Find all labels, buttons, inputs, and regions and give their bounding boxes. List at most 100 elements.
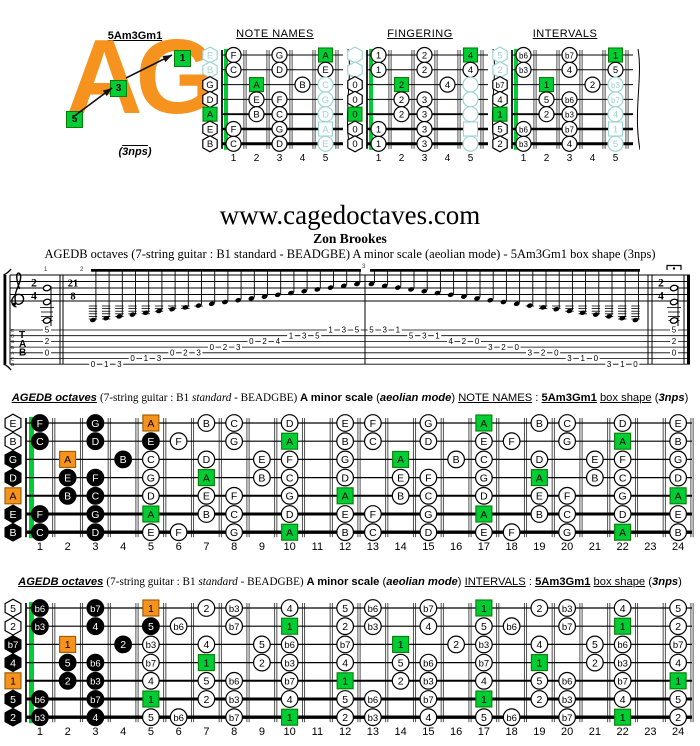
- note-label: 2: [342, 712, 348, 724]
- note-head: [182, 305, 189, 310]
- note-label: 4: [287, 603, 293, 615]
- note-marker: [669, 653, 688, 672]
- note-label: A: [619, 436, 626, 448]
- note-label: 4: [425, 712, 431, 724]
- note-label: C: [147, 454, 155, 466]
- note-marker: [169, 708, 188, 727]
- note-marker: [86, 690, 105, 708]
- fret-number: 11: [312, 726, 323, 738]
- tab-number-bg: [367, 326, 376, 334]
- header-segment: (: [379, 576, 387, 588]
- note-label: 1: [342, 676, 348, 688]
- note-label: B: [120, 454, 127, 466]
- note-label: D: [92, 527, 100, 539]
- fret-number: 15: [422, 541, 434, 553]
- tab-number: 2: [183, 349, 188, 358]
- note-marker: [419, 599, 438, 617]
- note-label: 4: [675, 657, 681, 669]
- note-marker: [475, 599, 493, 617]
- tab-number: 1: [396, 326, 401, 335]
- note-label: b3: [35, 713, 46, 724]
- tab-number-bg: [631, 360, 640, 368]
- note-marker: [336, 487, 354, 505]
- note-label: B: [591, 472, 598, 484]
- tab-number-bg: [181, 349, 190, 357]
- note-head: [327, 285, 334, 290]
- note-marker: [370, 61, 387, 78]
- tab-number: 2: [501, 343, 506, 352]
- note-label: 5: [497, 50, 502, 61]
- note-label: 1: [620, 712, 626, 724]
- fret-number: 2: [65, 541, 71, 553]
- note-label: 2: [592, 657, 598, 669]
- note-label: 4: [468, 50, 473, 61]
- note-label: 4: [10, 657, 16, 669]
- tab-number: 5: [672, 326, 677, 335]
- note-label: b6: [284, 640, 295, 651]
- tab-number: 3: [567, 354, 572, 363]
- note-label: 5: [148, 621, 154, 633]
- note-label: F: [619, 454, 625, 466]
- note-marker: [347, 135, 363, 153]
- note-label: D: [341, 472, 349, 484]
- tab-number: 2: [223, 343, 228, 352]
- note-label: 5: [675, 603, 681, 615]
- fret-number: 22: [617, 726, 629, 738]
- note-marker: [669, 450, 688, 469]
- note-label: 2: [497, 65, 502, 76]
- note-label: 1: [481, 603, 487, 615]
- logo-arrow: [72, 54, 173, 118]
- note-label: G: [91, 418, 99, 430]
- tab-number-bg: [578, 355, 587, 362]
- note-label: 0: [352, 110, 357, 121]
- note-marker: [558, 523, 577, 542]
- note-marker: [30, 414, 49, 432]
- note-marker: [391, 653, 410, 672]
- note-label: F: [92, 472, 98, 484]
- note-marker: [280, 599, 299, 617]
- note-label: b3: [90, 677, 101, 688]
- logo-letters: AG: [66, 18, 218, 136]
- header-segment: AGEDB octaves: [11, 392, 97, 404]
- header-segment: (: [373, 392, 380, 404]
- fret-number: 12: [339, 541, 351, 553]
- note-marker: [419, 617, 438, 636]
- note-marker: [141, 486, 160, 505]
- fret-number: 15: [422, 726, 434, 738]
- note-marker: [613, 635, 632, 654]
- time-signature: 4: [31, 291, 37, 303]
- note-head: [129, 312, 136, 317]
- header-segment: - BEADGBE): [231, 392, 301, 404]
- note-label: F: [37, 418, 43, 430]
- system-bracket: [3, 363, 12, 371]
- fretboard-intervals: 1 2 3 4 5 6 7 8 9 10 11 12 13 14 15 16 17 18 19 20 21 22 23 245…: [4, 598, 694, 738]
- note-marker: [248, 106, 265, 123]
- note-head: [394, 285, 401, 290]
- note-marker: [585, 468, 604, 487]
- note-head: [169, 306, 176, 312]
- note-label: b3: [562, 604, 573, 615]
- tab-number: 4: [276, 337, 281, 346]
- fret-number: 17: [478, 541, 490, 553]
- tab-number-bg: [340, 326, 348, 334]
- fret-number: 2: [65, 726, 71, 738]
- note-head: [248, 296, 255, 301]
- note-label: b6: [617, 640, 628, 651]
- tab-number-bg: [433, 332, 442, 340]
- fret-number: 3: [422, 153, 428, 164]
- note-marker: [419, 671, 438, 690]
- fret-number: 21: [589, 726, 601, 738]
- note-marker: [225, 505, 244, 523]
- note-label: B: [258, 472, 265, 484]
- tab-number: 5: [409, 331, 414, 340]
- note-label: 2: [203, 603, 209, 615]
- note-label: b7: [229, 622, 240, 633]
- note-marker: [462, 106, 479, 123]
- note-marker: [613, 690, 632, 708]
- note-label: b3: [368, 713, 379, 724]
- note-marker: [363, 523, 382, 542]
- arrow-head: [162, 55, 172, 63]
- header-segment: (: [645, 576, 653, 588]
- note-marker: [59, 635, 77, 653]
- header-segment: (7-string guitar : B1: [100, 392, 192, 404]
